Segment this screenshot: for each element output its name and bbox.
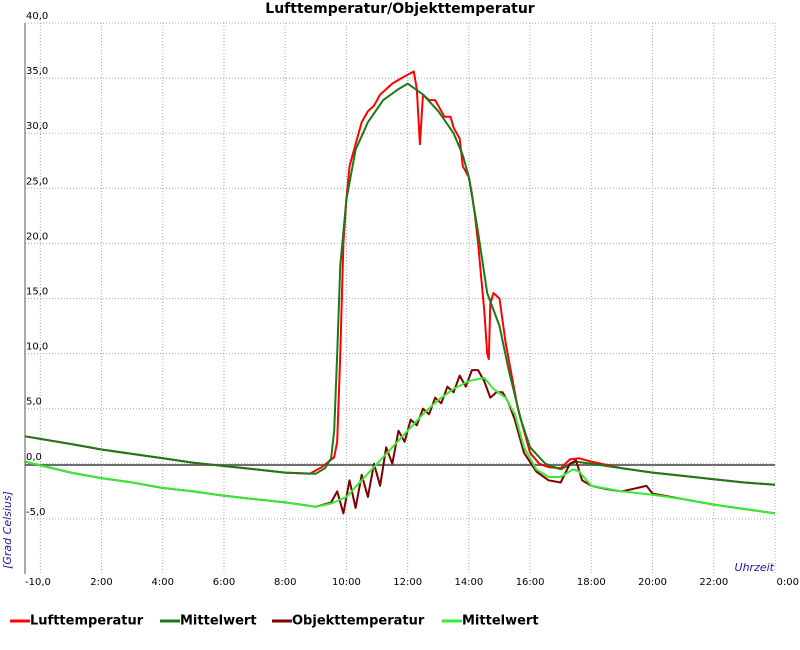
y-tick-labels: 40,0 35,0 30,0 25,0 20,0 15,0 10,0 5,0 0,0 -5,0 [26,11,48,518]
x-tick-label: 22:00 [699,577,728,588]
legend-label: Lufttemperatur [30,614,144,629]
grid-lines [25,22,776,574]
x-tick-label: 0:00 [777,577,799,588]
x-tick-label: 16:00 [516,577,545,588]
series-layer [24,70,776,515]
x-tick-label: 14:00 [454,577,483,588]
series-line-3 [24,369,776,515]
x-axis-label: Uhrzeit [735,561,775,574]
y-tick-label: 20,0 [26,231,48,242]
x-tick-label: 8:00 [274,577,296,588]
x-tick-label: 18:00 [577,577,606,588]
x-tick-label: 2:00 [90,577,112,588]
y-tick-label: 5,0 [26,397,42,408]
legend: Lufttemperatur Mittelwert Objekttemperatur… [10,614,539,629]
x-tick-label: -10,0 [25,577,51,588]
legend-label: Mittelwert [462,614,539,629]
y-tick-label: 10,0 [26,342,48,353]
series-line-4 [24,376,776,515]
y-tick-label: 35,0 [26,66,48,77]
x-tick-label: 6:00 [213,577,235,588]
y-tick-label: -5,0 [26,507,46,518]
legend-label: Objekttemperatur [292,614,425,629]
y-tick-label: 0,0 [26,452,42,463]
legend-label: Mittelwert [180,614,257,629]
y-tick-label: 30,0 [26,121,48,132]
y-tick-label: 40,0 [26,11,48,22]
x-tick-label: 20:00 [638,577,667,588]
x-tick-labels: -10,0 2:00 4:00 6:00 8:00 10:00 12:00 14:00 16:0… [25,577,799,588]
y-tick-label: 25,0 [26,176,48,187]
chart-title: Lufttemperatur/Objekttemperatur [265,1,535,17]
series-line-1 [24,70,776,486]
x-tick-label: 12:00 [393,577,422,588]
y-tick-label: 15,0 [26,287,48,298]
y-axis-label: [Grad Celsius] [1,491,14,569]
x-tick-label: 4:00 [152,577,174,588]
x-tick-label: 10:00 [332,577,361,588]
series-line-2 [24,82,776,486]
